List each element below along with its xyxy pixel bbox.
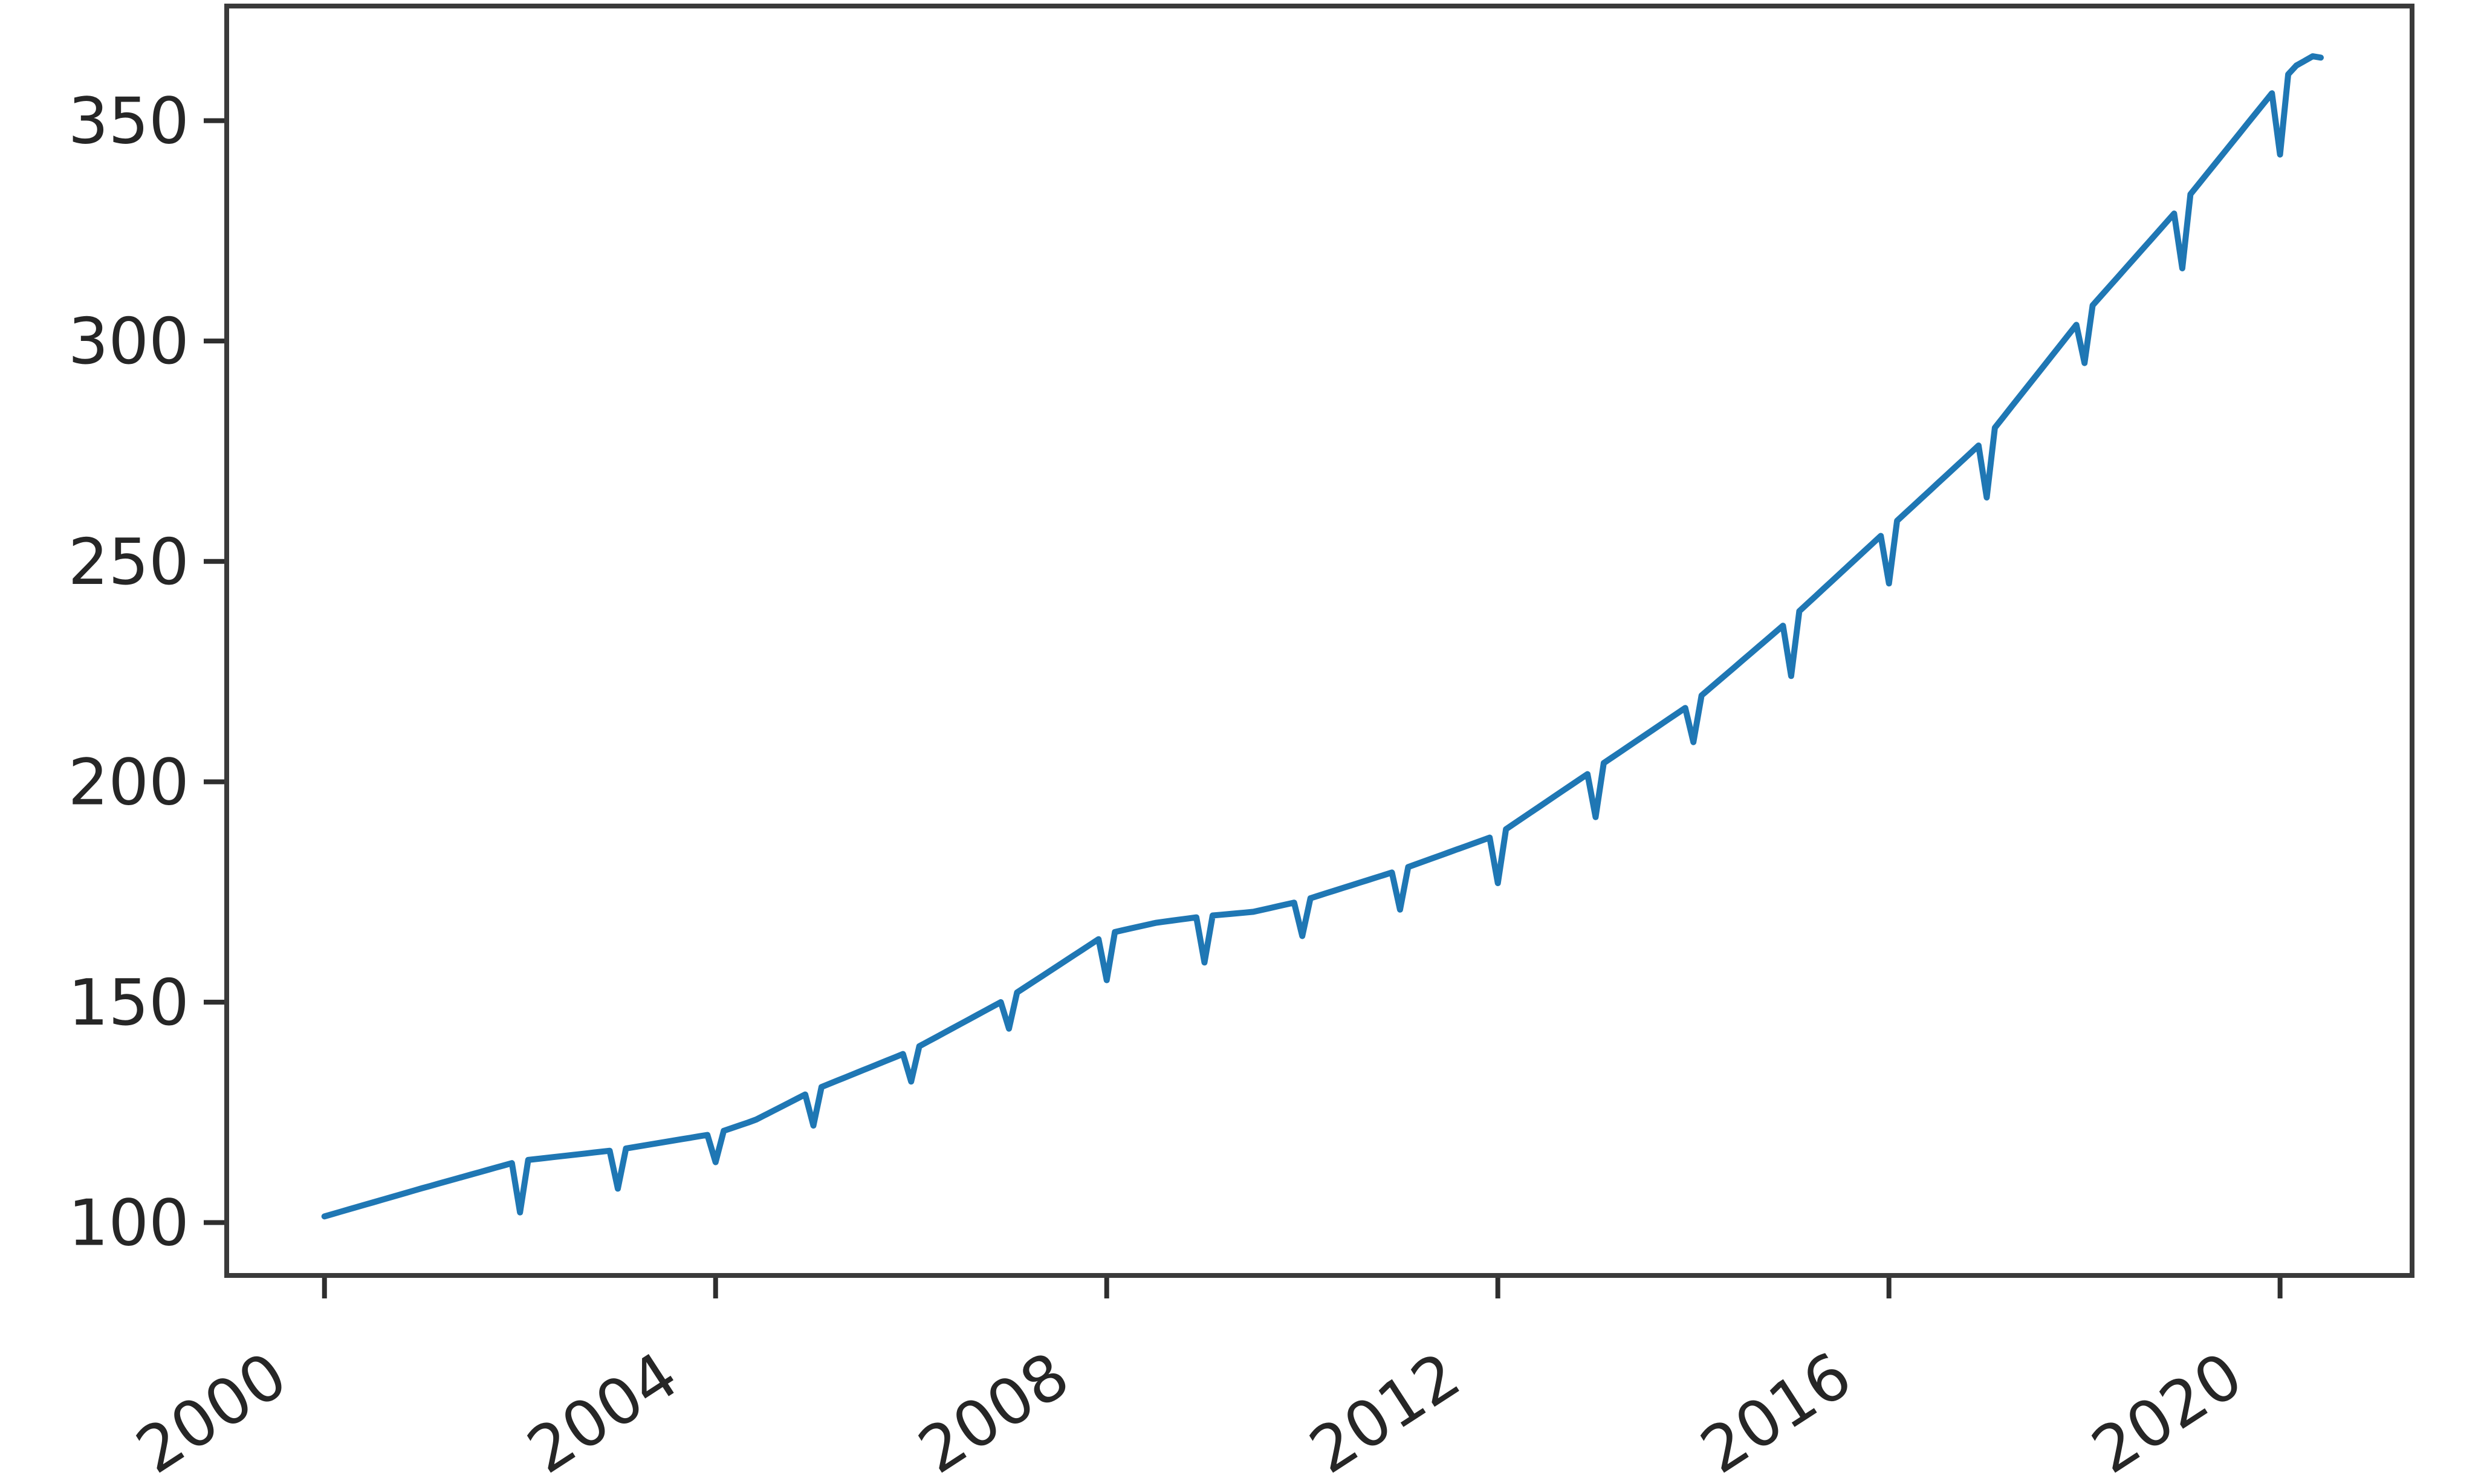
x-tick-label: 2008 [906, 1338, 1082, 1482]
y-tick-label: 150 [68, 966, 189, 1040]
y-tick-label: 100 [68, 1187, 189, 1260]
x-axis-ticks [322, 1275, 2283, 1298]
plot-border [224, 4, 2414, 1278]
y-tick-label: 200 [68, 745, 189, 819]
x-axis-tick-labels: 2000 2004 2008 2012 2016 2020 [124, 1338, 2255, 1484]
y-axis-tick-labels: 100 150 200 250 300 350 [68, 85, 189, 1260]
y-axis-ticks [204, 118, 227, 1225]
y-tick-label: 250 [68, 525, 189, 599]
x-tick-label: 2012 [1297, 1338, 1473, 1482]
x-tick-label: 2020 [2080, 1338, 2255, 1482]
x-tick-label: 2016 [1688, 1338, 1864, 1482]
x-tick-label: 2000 [124, 1338, 300, 1482]
x-tick-label: 2004 [515, 1338, 691, 1482]
data-line [321, 53, 2324, 1220]
y-tick-label: 350 [68, 85, 189, 158]
y-tick-label: 300 [68, 305, 189, 378]
